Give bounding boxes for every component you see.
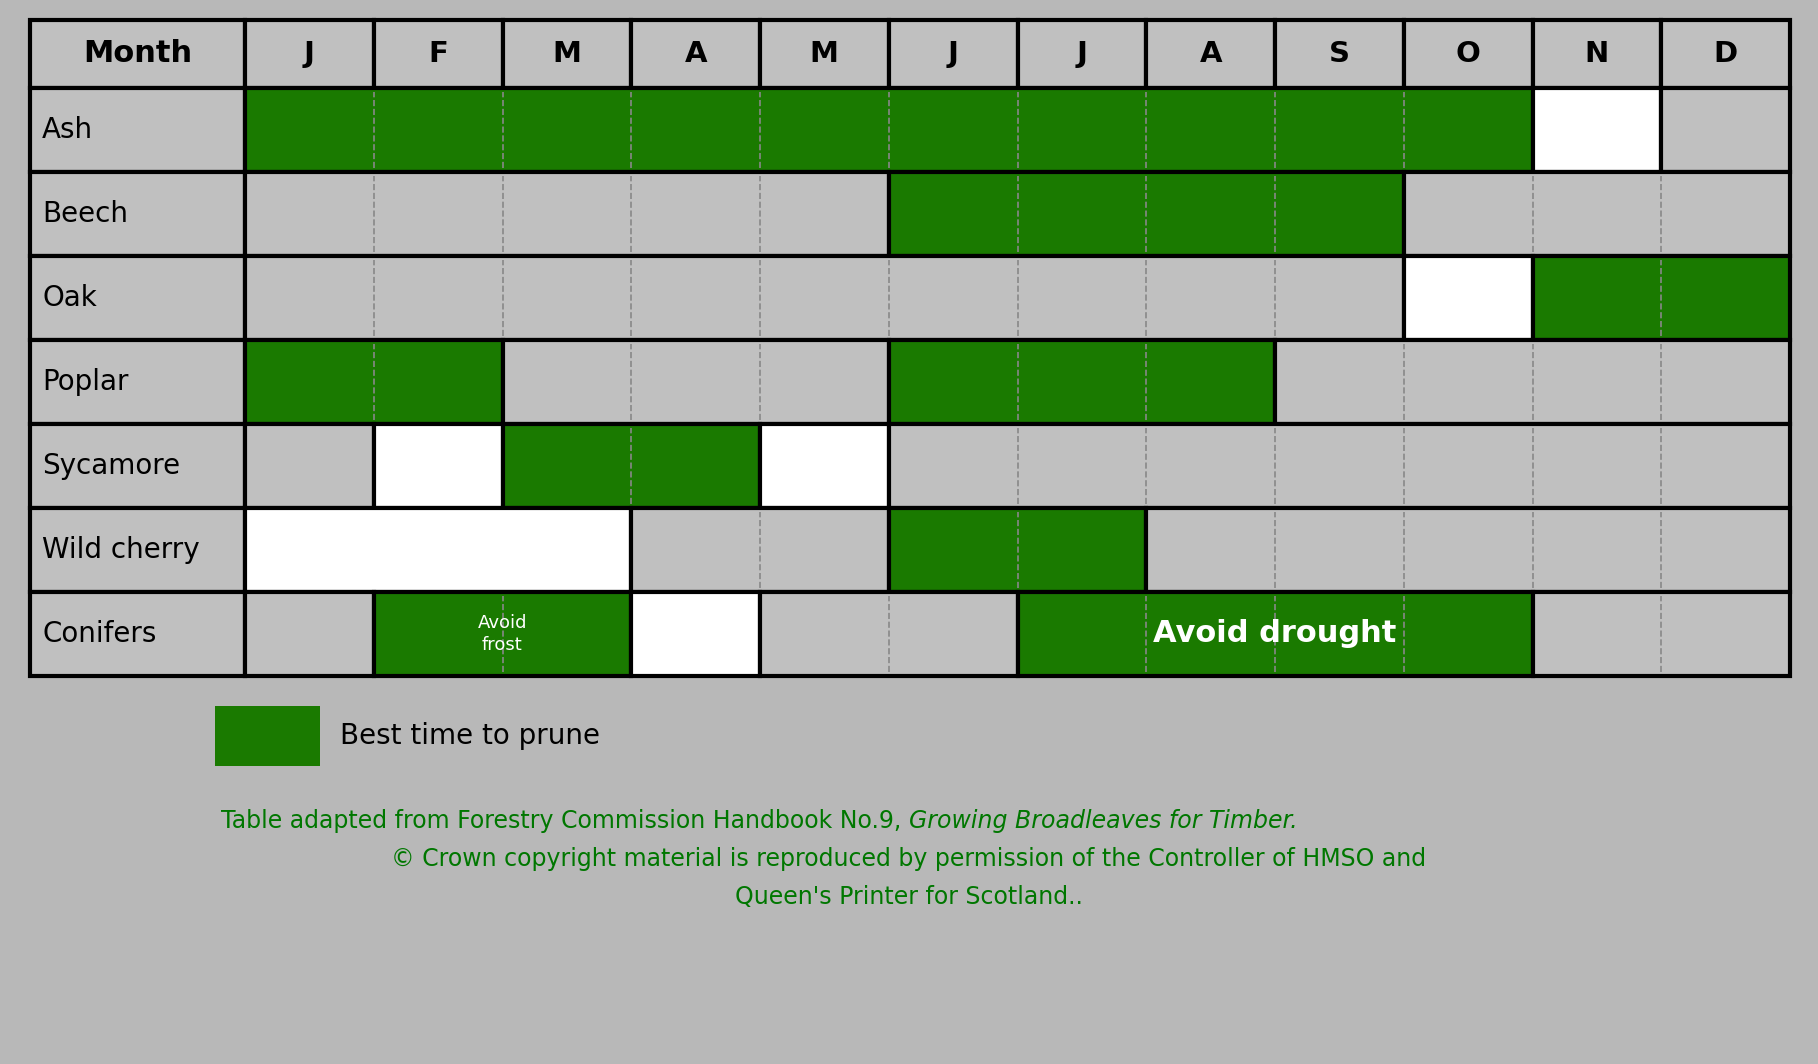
Text: O: O [1456, 40, 1480, 68]
Bar [31, 340, 245, 423]
Text: Table adapted from Forestry Commission Handbook No.9,: Table adapted from Forestry Commission H… [222, 809, 909, 833]
Text: F: F [429, 40, 447, 68]
Text: M: M [553, 40, 582, 68]
Text: Month: Month [84, 39, 193, 68]
Bar [631, 508, 889, 592]
Bar [375, 592, 631, 676]
Bar [1147, 20, 1274, 88]
Bar [375, 20, 502, 88]
Bar [215, 706, 320, 766]
Bar [1533, 88, 1662, 172]
Text: A: A [684, 40, 707, 68]
Bar [631, 592, 760, 676]
Bar [31, 592, 245, 676]
Bar [889, 423, 1791, 508]
Bar [31, 20, 245, 88]
Bar [1403, 256, 1533, 340]
Bar [502, 423, 760, 508]
Text: J: J [1076, 40, 1087, 68]
Bar [1018, 20, 1147, 88]
Text: Sycamore: Sycamore [42, 452, 180, 480]
Bar [375, 423, 502, 508]
Text: Growing Broadleaves for Timber.: Growing Broadleaves for Timber. [909, 809, 1298, 833]
Bar [1533, 20, 1662, 88]
Bar [31, 508, 245, 592]
Bar [1533, 256, 1791, 340]
Text: Queen's Printer for Scotland..: Queen's Printer for Scotland.. [734, 885, 1084, 909]
Bar [1018, 592, 1533, 676]
Bar [245, 20, 375, 88]
Bar [245, 88, 1533, 172]
Bar [1403, 172, 1791, 256]
Bar [760, 423, 889, 508]
Bar [1403, 20, 1533, 88]
Bar [760, 592, 1018, 676]
Bar [31, 88, 245, 172]
Text: Ash: Ash [42, 116, 93, 144]
Text: S: S [1329, 40, 1351, 68]
Bar [245, 592, 375, 676]
Text: Wild cherry: Wild cherry [42, 536, 200, 564]
Text: Best time to prune: Best time to prune [340, 722, 600, 750]
Text: Avoid drought: Avoid drought [1153, 619, 1396, 648]
Text: A: A [1200, 40, 1222, 68]
Bar [1274, 340, 1791, 423]
Bar [245, 423, 375, 508]
Text: Avoid
frost: Avoid frost [478, 614, 527, 654]
Bar [31, 172, 245, 256]
Text: Oak: Oak [42, 284, 96, 312]
Bar [502, 20, 631, 88]
Bar [31, 256, 245, 340]
Bar [760, 20, 889, 88]
Bar [1662, 20, 1791, 88]
Text: Poplar: Poplar [42, 368, 129, 396]
Bar [889, 508, 1147, 592]
Bar [245, 256, 1403, 340]
Text: M: M [809, 40, 838, 68]
Bar [1147, 508, 1791, 592]
Text: Conifers: Conifers [42, 620, 156, 648]
Bar [1274, 20, 1403, 88]
Text: N: N [1585, 40, 1609, 68]
Bar [31, 423, 245, 508]
Bar [502, 340, 889, 423]
Text: J: J [947, 40, 958, 68]
Bar [889, 172, 1403, 256]
Bar [245, 340, 502, 423]
Bar [1662, 88, 1791, 172]
Bar [889, 20, 1018, 88]
Bar [245, 172, 889, 256]
Text: D: D [1714, 40, 1738, 68]
Bar [245, 508, 631, 592]
Text: © Crown copyright material is reproduced by permission of the Controller of HMSO: © Crown copyright material is reproduced… [391, 847, 1427, 871]
Bar [631, 20, 760, 88]
Bar [1533, 592, 1791, 676]
Bar [889, 340, 1274, 423]
Text: J: J [304, 40, 315, 68]
Text: Beech: Beech [42, 200, 127, 228]
